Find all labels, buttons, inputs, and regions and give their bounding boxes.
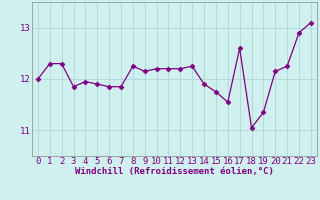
X-axis label: Windchill (Refroidissement éolien,°C): Windchill (Refroidissement éolien,°C) — [75, 167, 274, 176]
